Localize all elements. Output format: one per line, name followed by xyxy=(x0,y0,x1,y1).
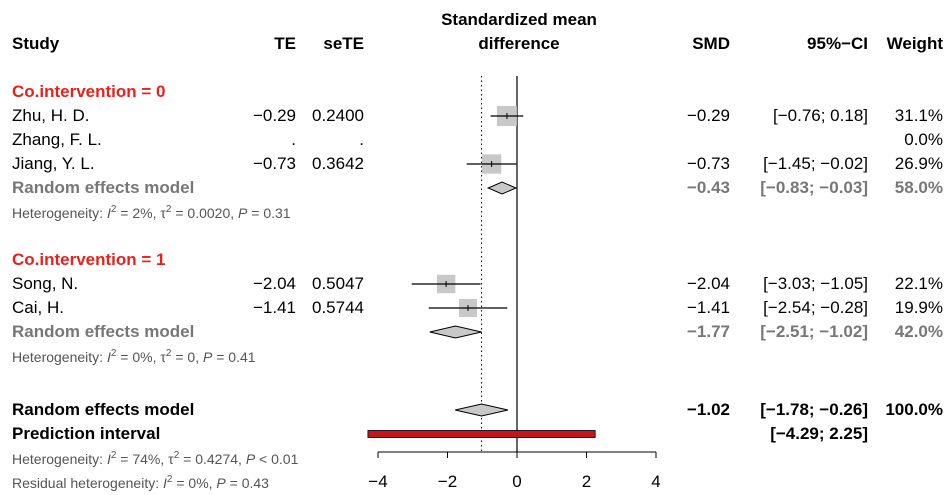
overall-diamond xyxy=(455,403,509,417)
header-weight: Weight xyxy=(887,34,944,53)
header-smd-title-line1: Standardized mean xyxy=(441,10,597,29)
study-ci: [−0.76; 0.18] xyxy=(773,106,868,125)
x-tick-label: 0 xyxy=(512,472,521,491)
random-effects-weight: 42.0% xyxy=(895,322,943,341)
x-tick-label: −4 xyxy=(368,472,387,491)
study-weight: 26.9% xyxy=(895,154,943,173)
prediction-interval-row: Prediction interval [−4.29; 2.25] xyxy=(12,424,868,443)
study-row: Jiang, Y. L. −0.73 0.3642 −0.73 [−1.45; … xyxy=(12,154,943,173)
overall-ci: [−1.78; −0.26] xyxy=(760,400,868,419)
study-ci: [−2.54; −0.28] xyxy=(763,298,868,317)
heterogeneity-text: Heterogeneity: I2 = 2%, τ2 = 0.0020, P =… xyxy=(12,204,291,221)
random-effects-ci: [−0.83; −0.03] xyxy=(760,178,868,197)
random-effects-row: Random effects model −0.43 [−0.83; −0.03… xyxy=(12,178,943,197)
study-smd: −0.29 xyxy=(687,106,730,125)
overall-heterogeneity-text: Heterogeneity: I2 = 74%, τ2 = 0.4274, P … xyxy=(12,450,299,467)
x-tick-label: −2 xyxy=(438,472,457,491)
study-smd: −2.04 xyxy=(687,274,730,293)
header-smd-title-line2: difference xyxy=(478,34,559,53)
overall-random-effects-row: Random effects model −1.02 [−1.78; −0.26… xyxy=(12,400,943,419)
subgroup-diamond xyxy=(486,181,518,195)
study-te: . xyxy=(291,130,296,149)
random-effects-smd: −1.77 xyxy=(687,322,730,341)
study-weight: 22.1% xyxy=(895,274,943,293)
study-row: Song, N. −2.04 0.5047 −2.04 [−3.03; −1.0… xyxy=(12,274,943,293)
overall-random-effects-label: Random effects model xyxy=(12,400,194,419)
x-tick-label: 4 xyxy=(651,472,660,491)
overall-smd: −1.02 xyxy=(687,400,730,419)
study-smd: −0.73 xyxy=(687,154,730,173)
study-name: Zhang, F. L. xyxy=(12,130,102,149)
random-effects-weight: 58.0% xyxy=(895,178,943,197)
subgroup-diamond xyxy=(429,325,482,339)
study-sete: 0.5047 xyxy=(312,274,364,293)
study-sete: 0.2400 xyxy=(312,106,364,125)
header-smd: SMD xyxy=(692,34,730,53)
study-name: Zhu, H. D. xyxy=(12,106,89,125)
header-study: Study xyxy=(12,34,60,53)
study-weight: 19.9% xyxy=(895,298,943,317)
study-row: Cai, H. −1.41 0.5744 −1.41 [−2.54; −0.28… xyxy=(12,298,943,317)
subgroup-title: Co.intervention = 0 xyxy=(12,82,166,101)
random-effects-label: Random effects model xyxy=(12,322,194,341)
study-row: Zhang, F. L. . . 0.0% xyxy=(12,130,943,149)
study-name: Cai, H. xyxy=(12,298,64,317)
study-sete: 0.3642 xyxy=(312,154,364,173)
random-effects-ci: [−2.51; −1.02] xyxy=(760,322,868,341)
header-sete: seTE xyxy=(323,34,364,53)
chart-marks: −4 −2 0 2 4 xyxy=(367,76,661,491)
study-smd: −1.41 xyxy=(687,298,730,317)
study-sete: . xyxy=(359,130,364,149)
study-weight: 31.1% xyxy=(895,106,943,125)
study-te: −2.04 xyxy=(253,274,296,293)
prediction-interval-bar xyxy=(367,430,596,438)
overall-weight: 100.0% xyxy=(885,400,943,419)
study-name: Jiang, Y. L. xyxy=(12,154,95,173)
random-effects-row: Random effects model −1.77 [−2.51; −1.02… xyxy=(12,322,943,341)
random-effects-smd: −0.43 xyxy=(687,178,730,197)
prediction-interval-ci: [−4.29; 2.25] xyxy=(770,424,868,443)
study-ci: [−1.45; −0.02] xyxy=(763,154,868,173)
study-weight: 0.0% xyxy=(904,130,943,149)
x-tick-label: 2 xyxy=(582,472,591,491)
header-ci: 95%−CI xyxy=(807,34,868,53)
column-headers: Study TE seTE Standardized mean differen… xyxy=(12,10,943,53)
study-row: Zhu, H. D. −0.29 0.2400 −0.29 [−0.76; 0.… xyxy=(12,106,943,125)
residual-heterogeneity-text: Residual heterogeneity: I2 = 0%, P = 0.4… xyxy=(12,474,269,491)
heterogeneity-text: Heterogeneity: I2 = 0%, τ2 = 0, P = 0.41 xyxy=(12,348,256,365)
header-te: TE xyxy=(274,34,296,53)
subgroup-title: Co.intervention = 1 xyxy=(12,250,166,269)
study-sete: 0.5744 xyxy=(312,298,364,317)
study-te: −1.41 xyxy=(253,298,296,317)
study-te: −0.29 xyxy=(253,106,296,125)
study-te: −0.73 xyxy=(253,154,296,173)
prediction-interval-label: Prediction interval xyxy=(12,424,160,443)
study-ci: [−3.03; −1.05] xyxy=(763,274,868,293)
random-effects-label: Random effects model xyxy=(12,178,194,197)
study-name: Song, N. xyxy=(12,274,78,293)
